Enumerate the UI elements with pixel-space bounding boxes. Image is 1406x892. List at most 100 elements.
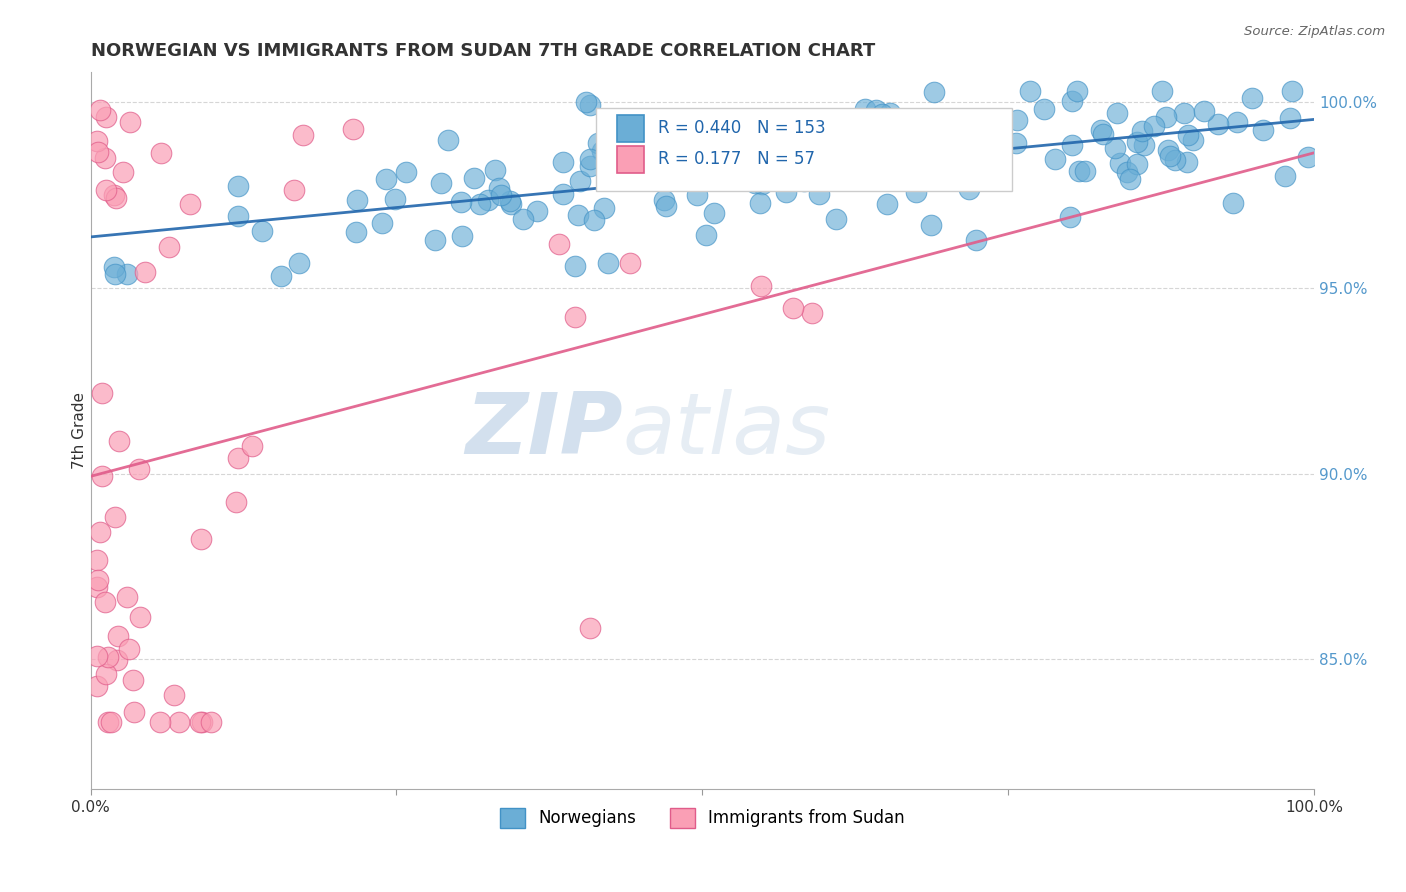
Bar (617, 115, 644, 142)
Point (163, 689, 186, 703)
Point (450, 195, 472, 210)
Point (1018, 84, 1040, 98)
Point (149, 715, 172, 730)
Point (709, 133, 731, 147)
Point (965, 233, 987, 247)
Point (1206, 117, 1229, 131)
Point (1159, 149, 1181, 163)
Point (1192, 103, 1215, 118)
Point (876, 196, 898, 211)
Point (150, 146, 173, 161)
Point (564, 310, 586, 325)
Point (575, 95, 598, 110)
Point (912, 169, 935, 184)
Point (157, 239, 180, 253)
Point (911, 145, 934, 160)
Point (748, 195, 770, 210)
Point (858, 165, 880, 179)
Point (103, 188, 125, 202)
Point (122, 673, 145, 687)
Point (94, 151, 117, 165)
Point (1109, 155, 1132, 169)
Point (591, 144, 613, 158)
Point (821, 140, 844, 154)
Point (463, 171, 485, 186)
Point (97, 650, 120, 665)
Point (751, 178, 773, 192)
Point (86, 553, 108, 567)
Point (564, 259, 586, 273)
Point (1281, 84, 1303, 98)
Point (1066, 84, 1088, 98)
Point (1173, 106, 1195, 120)
Point (96, 183, 118, 197)
Point (905, 185, 928, 199)
Point (526, 204, 548, 219)
Point (1156, 144, 1178, 158)
Point (484, 162, 506, 177)
Point (1125, 157, 1147, 171)
Point (759, 171, 782, 186)
Point (430, 177, 453, 191)
Point (179, 197, 201, 211)
Point (395, 165, 418, 179)
Point (226, 450, 249, 465)
Point (924, 135, 946, 149)
Point (957, 181, 980, 195)
Point (1043, 152, 1066, 166)
Point (579, 159, 602, 173)
Point (807, 187, 830, 202)
Point (769, 168, 792, 182)
Point (579, 98, 602, 112)
Point (107, 629, 129, 643)
Point (652, 193, 675, 207)
Point (226, 179, 249, 194)
Point (706, 171, 728, 186)
Point (703, 206, 725, 220)
Point (124, 705, 146, 719)
Point (918, 112, 941, 127)
Point (1274, 169, 1296, 184)
Point (567, 208, 589, 222)
Point (1116, 165, 1139, 179)
Point (374, 172, 396, 186)
Point (1181, 133, 1204, 147)
Point (107, 434, 129, 448)
Point (768, 150, 790, 164)
Point (879, 106, 901, 120)
Point (1133, 137, 1156, 152)
Point (270, 269, 292, 284)
Point (128, 610, 150, 624)
Point (134, 265, 156, 279)
Point (910, 133, 932, 147)
Point (1091, 127, 1114, 141)
Point (1156, 110, 1178, 124)
Point (105, 653, 128, 667)
Point (1060, 138, 1083, 153)
FancyBboxPatch shape (596, 108, 1012, 191)
Point (115, 590, 138, 604)
Point (936, 120, 959, 135)
Point (344, 225, 367, 239)
Text: R = 0.440   N = 153: R = 0.440 N = 153 (658, 120, 825, 137)
Point (711, 164, 734, 178)
Point (225, 495, 247, 509)
Point (1033, 102, 1056, 116)
Point (987, 115, 1010, 129)
Point (1090, 123, 1112, 137)
Point (900, 154, 922, 169)
Point (1073, 164, 1095, 178)
Point (450, 229, 472, 244)
Point (167, 715, 190, 730)
Point (631, 166, 654, 180)
Point (105, 190, 128, 204)
Point (250, 224, 273, 238)
Point (283, 183, 305, 197)
Point (512, 211, 534, 226)
Point (94, 595, 117, 609)
Point (1222, 195, 1244, 210)
Point (579, 621, 602, 635)
Point (754, 131, 776, 145)
Point (979, 136, 1001, 151)
Point (240, 438, 263, 452)
